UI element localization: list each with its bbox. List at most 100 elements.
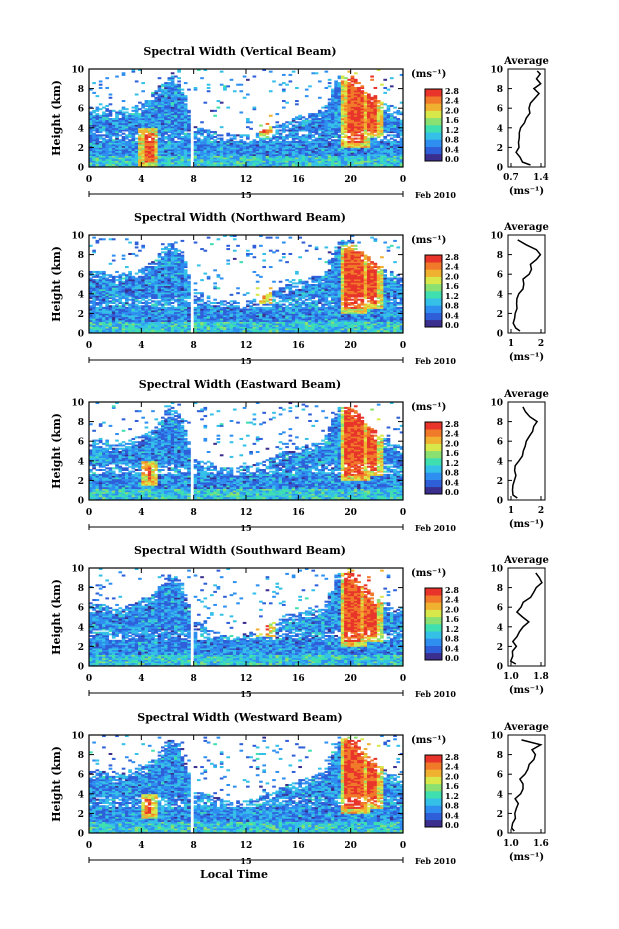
heatmap-cell — [360, 116, 365, 119]
heatmap-cell — [115, 127, 119, 130]
heatmap-cell — [340, 140, 345, 143]
heatmap-cell — [340, 85, 345, 88]
heatmap-cell — [334, 90, 338, 93]
heatmap-cell — [304, 88, 309, 91]
heatmap-cell — [334, 108, 338, 111]
heatmap-cell — [102, 147, 106, 150]
heatmap-cell — [380, 113, 384, 116]
heatmap-cell — [147, 298, 152, 301]
heatmap-cell — [281, 88, 286, 91]
heatmap-cell — [324, 158, 329, 161]
heatmap-cell — [236, 165, 240, 168]
heatmap-cell — [98, 158, 103, 161]
heatmap-cell — [236, 153, 240, 156]
heatmap-cell — [105, 77, 110, 80]
heatmap-cell — [360, 122, 365, 125]
heatmap-cell — [249, 157, 253, 160]
heatmap-cell — [183, 104, 188, 107]
heatmap-cell — [347, 150, 352, 153]
heatmap-cell — [376, 160, 381, 163]
heatmap-cell — [350, 165, 355, 168]
heatmap-cell — [363, 155, 368, 158]
heatmap-cell — [170, 305, 175, 308]
heatmap-cell — [164, 152, 168, 155]
heatmap-cell — [95, 301, 100, 304]
heatmap-cell — [383, 160, 388, 163]
heatmap-cell — [111, 158, 116, 161]
heatmap-cell — [203, 163, 208, 166]
heatmap-cell — [170, 119, 175, 122]
heatmap-cell — [157, 147, 162, 150]
heatmap-cell — [151, 91, 155, 94]
heatmap-cell — [353, 160, 358, 163]
heatmap-cell — [327, 132, 332, 135]
heatmap-cell — [272, 150, 276, 153]
heatmap-cell — [331, 103, 335, 106]
heatmap-cell — [327, 111, 332, 114]
heatmap-cell — [170, 132, 175, 135]
heatmap-cell — [331, 145, 335, 148]
heatmap-cell — [174, 118, 178, 121]
heatmap-cell — [147, 119, 152, 122]
heatmap-cell — [174, 157, 178, 160]
heatmap-cell — [317, 80, 322, 83]
heatmap-cell — [164, 140, 168, 143]
heatmap-cell — [174, 142, 178, 145]
heatmap-cell — [265, 149, 270, 152]
heatmap-cell — [262, 158, 267, 161]
heatmap-cell — [232, 144, 237, 147]
heatmap-cell — [180, 132, 185, 135]
heatmap-cell — [334, 140, 338, 143]
heatmap-cell — [255, 140, 260, 143]
heatmap-cell — [154, 126, 159, 129]
heatmap-cell — [337, 114, 342, 117]
heatmap-cell — [108, 274, 113, 277]
heatmap-cell — [187, 132, 191, 135]
heatmap-cell — [393, 158, 397, 161]
heatmap-cell — [331, 131, 335, 134]
heatmap-cell — [281, 122, 286, 125]
heatmap-cell — [111, 134, 116, 137]
heatmap-cell — [115, 149, 119, 152]
heatmap-cell — [121, 144, 126, 147]
heatmap-cell — [347, 121, 352, 124]
heatmap-cell — [193, 160, 198, 163]
heatmap-cell — [262, 139, 267, 142]
colorbar-tick-label: 2.4 — [445, 96, 459, 106]
heatmap-cell — [337, 145, 342, 148]
heatmap-cell — [327, 160, 332, 163]
heatmap-cell — [357, 142, 361, 145]
heatmap-cell — [288, 157, 293, 160]
heatmap-cell — [353, 122, 358, 125]
heatmap-cell — [121, 100, 126, 103]
heatmap-cell — [219, 157, 224, 160]
heatmap-cell — [141, 142, 145, 145]
heatmap-cell — [210, 135, 214, 138]
heatmap-cell — [383, 137, 388, 140]
heatmap-cell — [147, 155, 152, 158]
heatmap-cell — [134, 145, 139, 148]
heatmap-cell — [295, 137, 299, 140]
heatmap-cell — [295, 124, 299, 127]
average-title: Average — [503, 56, 549, 67]
heatmap-cell — [219, 145, 224, 148]
heatmap-cell — [229, 163, 234, 166]
heatmap-cell — [363, 104, 368, 107]
heatmap-cell — [301, 155, 306, 158]
heatmap-cell — [151, 116, 155, 119]
heatmap-cell — [304, 129, 309, 132]
heatmap-cell — [98, 147, 103, 150]
heatmap-cell — [242, 158, 247, 161]
heatmap-cell — [344, 119, 348, 122]
heatmap-cell — [128, 270, 132, 273]
heatmap-cell — [268, 126, 273, 129]
heatmap-cell — [255, 158, 260, 161]
heatmap-cell — [304, 149, 309, 152]
heatmap-cell — [167, 152, 172, 155]
heatmap-cell — [393, 160, 397, 163]
heatmap-cell — [367, 111, 371, 114]
heatmap-cell — [200, 121, 204, 124]
heatmap-cell — [350, 150, 355, 153]
heatmap-cell — [268, 145, 273, 148]
heatmap-cell — [154, 116, 159, 119]
